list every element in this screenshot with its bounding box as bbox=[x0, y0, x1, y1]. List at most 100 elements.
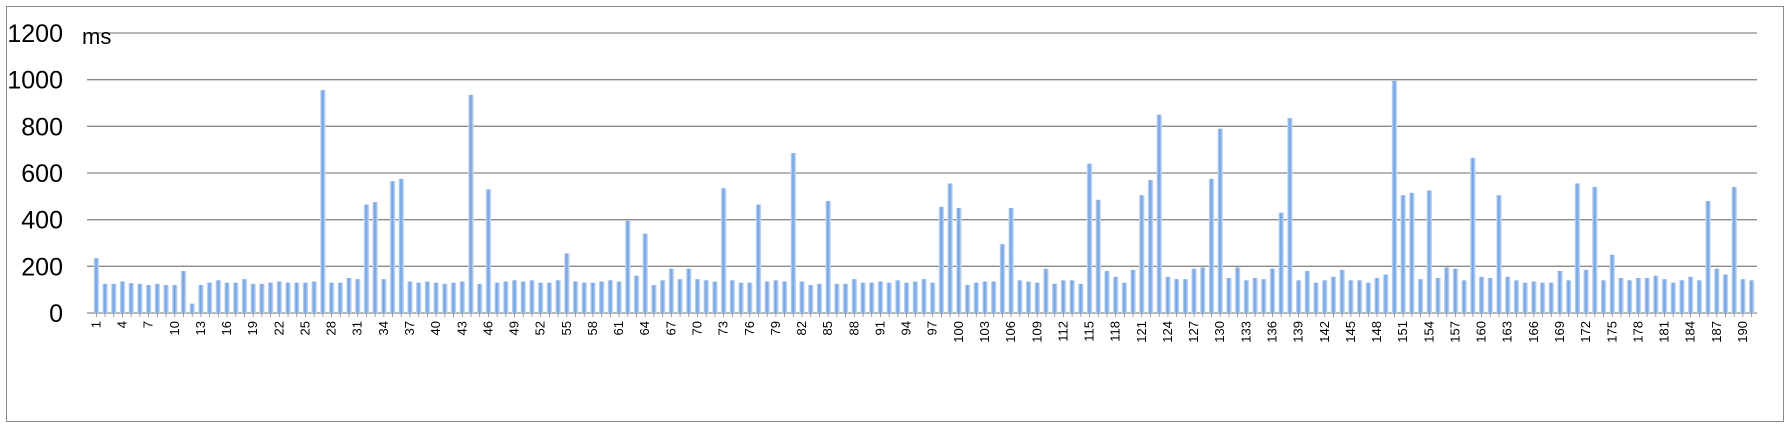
x-axis-ticks: 1 4 7 10 13 16 19 22 25 28 31 34 37 40 43 46 49 52 55 58 61 6… bbox=[88, 313, 1753, 343]
bar-150 bbox=[1391, 80, 1398, 313]
bar-72 bbox=[712, 281, 718, 313]
x-tick-label: 67 bbox=[663, 321, 678, 335]
bar-151 bbox=[1400, 195, 1406, 313]
bar-83 bbox=[808, 285, 814, 313]
bar-161 bbox=[1487, 278, 1493, 313]
bar-127 bbox=[1191, 268, 1197, 313]
x-tick-label: 28 bbox=[324, 321, 339, 335]
bar-45 bbox=[476, 283, 483, 313]
bar-174 bbox=[1600, 280, 1607, 313]
bar-181 bbox=[1661, 279, 1668, 313]
bar-129 bbox=[1208, 178, 1215, 313]
y-tick-label: 600 bbox=[21, 160, 63, 188]
bar-79 bbox=[773, 280, 779, 313]
x-tick-label: 55 bbox=[559, 321, 574, 335]
bar-140 bbox=[1304, 271, 1311, 313]
bar-5 bbox=[128, 283, 134, 313]
bar-121 bbox=[1139, 195, 1145, 313]
y-tick-label: 800 bbox=[21, 113, 63, 141]
bar-96 bbox=[921, 279, 927, 313]
bar-128 bbox=[1200, 267, 1206, 313]
bar-73 bbox=[720, 188, 727, 313]
bar-120 bbox=[1130, 269, 1136, 313]
bar-179 bbox=[1644, 278, 1650, 313]
bar-75 bbox=[738, 282, 744, 313]
bar-184 bbox=[1687, 276, 1694, 313]
x-tick-label: 172 bbox=[1578, 321, 1593, 343]
x-tick-label: 58 bbox=[585, 321, 600, 335]
bar-114 bbox=[1078, 283, 1084, 313]
bar-99 bbox=[947, 183, 953, 313]
x-tick-label: 73 bbox=[716, 321, 731, 335]
bar-172 bbox=[1583, 269, 1589, 313]
x-tick-label: 160 bbox=[1474, 321, 1489, 343]
bar-23 bbox=[285, 282, 291, 313]
bar-22 bbox=[276, 281, 283, 313]
bar-105 bbox=[999, 244, 1006, 313]
bar-80 bbox=[781, 281, 788, 313]
bar-7 bbox=[145, 285, 152, 313]
bar-137 bbox=[1278, 212, 1284, 313]
bar-25 bbox=[302, 282, 309, 313]
x-tick-label: 115 bbox=[1082, 321, 1097, 342]
bar-63 bbox=[633, 275, 640, 313]
bar-34 bbox=[381, 279, 387, 313]
bar-82 bbox=[799, 281, 805, 313]
bar-135 bbox=[1261, 279, 1267, 313]
bar-8 bbox=[154, 283, 161, 313]
x-tick-label: 133 bbox=[1238, 321, 1253, 343]
bar-152 bbox=[1409, 192, 1415, 313]
x-tick-label: 40 bbox=[428, 321, 443, 335]
x-tick-label: 127 bbox=[1186, 321, 1201, 343]
bar-12 bbox=[189, 303, 195, 313]
bar-118 bbox=[1112, 276, 1119, 313]
bar-88 bbox=[851, 279, 857, 313]
x-tick-label: 124 bbox=[1160, 321, 1175, 343]
bar-69 bbox=[686, 268, 692, 313]
bar-26 bbox=[311, 281, 317, 313]
x-tick-label: 100 bbox=[951, 321, 966, 343]
bar-176 bbox=[1618, 278, 1624, 313]
bar-180 bbox=[1653, 275, 1659, 313]
bar-186 bbox=[1705, 201, 1711, 313]
bar-27 bbox=[320, 90, 326, 313]
x-tick-label: 70 bbox=[689, 321, 704, 335]
x-tick-label: 190 bbox=[1735, 321, 1750, 343]
bar-38 bbox=[416, 282, 422, 313]
x-tick-label: 13 bbox=[193, 321, 208, 335]
bar-60 bbox=[607, 280, 614, 313]
bar-78 bbox=[764, 281, 770, 313]
bar-104 bbox=[991, 281, 997, 313]
bar-171 bbox=[1574, 183, 1581, 313]
bar-24 bbox=[294, 282, 300, 313]
bar-124 bbox=[1165, 276, 1171, 313]
bar-3 bbox=[111, 283, 117, 313]
bar-178 bbox=[1635, 278, 1642, 313]
bar-122 bbox=[1147, 180, 1154, 313]
bar-138 bbox=[1287, 118, 1293, 313]
bar-110 bbox=[1043, 268, 1049, 313]
x-tick-label: 109 bbox=[1029, 321, 1044, 343]
x-tick-label: 139 bbox=[1291, 321, 1306, 343]
bar-165 bbox=[1522, 282, 1528, 313]
x-tick-label: 43 bbox=[454, 321, 469, 335]
bar-100 bbox=[956, 208, 962, 313]
bar-187 bbox=[1714, 268, 1720, 313]
x-tick-label: 181 bbox=[1657, 321, 1672, 343]
bar-123 bbox=[1156, 114, 1162, 313]
bar-164 bbox=[1513, 280, 1520, 313]
bar-10 bbox=[172, 285, 178, 313]
bar-65 bbox=[651, 285, 657, 313]
bar-145 bbox=[1348, 280, 1354, 313]
x-tick-label: 25 bbox=[297, 321, 312, 335]
bar-103 bbox=[982, 281, 988, 313]
x-tick-label: 169 bbox=[1552, 321, 1567, 343]
x-tick-label: 19 bbox=[245, 321, 260, 335]
bar-70 bbox=[694, 279, 701, 313]
bar-109 bbox=[1034, 282, 1040, 313]
bar-58 bbox=[590, 282, 596, 313]
x-tick-label: 148 bbox=[1369, 321, 1384, 343]
bar-35 bbox=[389, 181, 396, 313]
bar-108 bbox=[1025, 281, 1032, 313]
bar-132 bbox=[1234, 267, 1241, 313]
